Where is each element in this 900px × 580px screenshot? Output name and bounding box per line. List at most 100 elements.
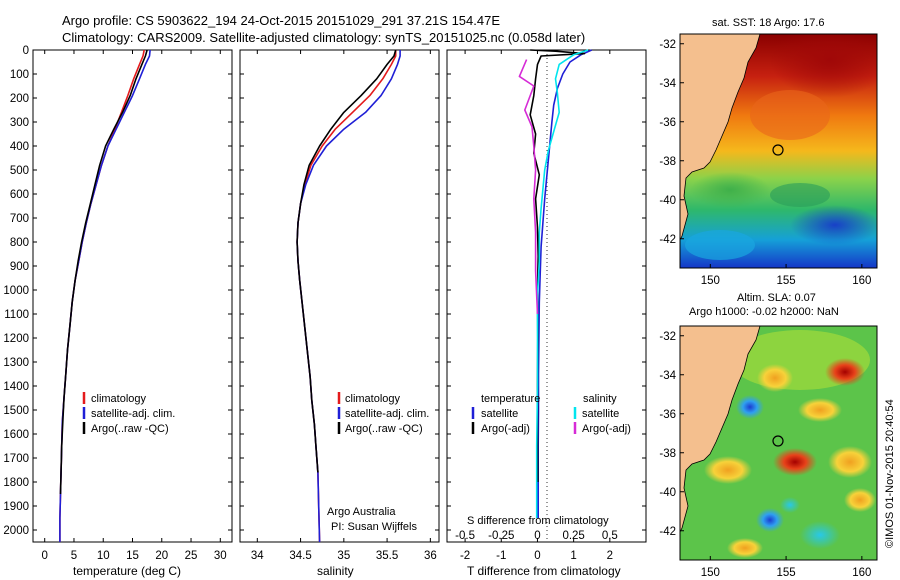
map-y-tick-label: -40: [659, 195, 676, 207]
legend-sal-satellite: satellite: [582, 408, 619, 420]
depth-tick-label: 500: [10, 165, 29, 177]
sla-map-ticks: 150 155 160 -32 -34 -36 -38 -40 -42: [659, 331, 871, 579]
s-diff-tick-label: 0: [534, 530, 540, 542]
s-diff-tick-label: 0.5: [602, 530, 618, 542]
salinity-depth-ticks: [240, 49, 439, 531]
x-tick-label: 25: [185, 550, 198, 562]
map-x-tick-label: 155: [776, 275, 795, 287]
map-x-tick-label: 150: [701, 275, 720, 287]
x-tick-label: 35.5: [376, 550, 398, 562]
map-y-tick-label: -34: [659, 78, 676, 90]
legend-salinity-heading: salinity: [583, 393, 617, 405]
sst-field: [680, 34, 877, 268]
legend-temp-satellite: satellite: [481, 408, 518, 420]
salinity-profiles: [296, 49, 401, 543]
series-line-0: [537, 49, 593, 518]
legend-satellite: satellite-adj. clim.: [345, 408, 429, 420]
difference-panel: -2 -1 0 1 2 T difference from climatology S …: [446, 49, 647, 578]
difference-profiles: [518, 49, 593, 518]
sla-map: Altim. SLA: 0.07 Argo h1000: -0.02 h2000…: [659, 292, 878, 579]
map-x-tick-label: 160: [852, 275, 871, 287]
temperature-xticks: 0 5 10 15 20 25 30: [42, 50, 227, 562]
map-y-tick-label: -38: [659, 156, 676, 168]
map-y-tick-label: -42: [659, 526, 676, 538]
argo-australia-label: Argo Australia: [327, 506, 396, 518]
series-line-1: [296, 50, 401, 543]
sla-field: [680, 326, 877, 560]
temperature-legend: climatology satellite-adj. clim. Argo(..…: [82, 392, 175, 435]
x-tick-label: 5: [71, 550, 77, 562]
pi-label: PI: Susan Wijffels: [331, 521, 417, 533]
depth-tick-label: 200: [10, 93, 29, 105]
depth-tick-label: 400: [10, 141, 29, 153]
depth-tick-label: 1600: [3, 429, 29, 441]
sst-map: sat. SST: 18 Argo: 17.6 150 155 160 -32 -34 -…: [659, 17, 878, 287]
depth-tick-label: 2000: [3, 525, 29, 537]
legend-climatology: climatology: [345, 393, 401, 405]
map-y-tick-label: -38: [659, 448, 676, 460]
depth-tick-label: 900: [10, 261, 29, 273]
map-y-tick-label: -34: [659, 370, 676, 382]
depth-tick-label: 0: [23, 45, 29, 57]
depth-tick-label: 300: [10, 117, 29, 129]
series-line-2: [59, 49, 148, 495]
map-y-tick-label: -36: [659, 409, 676, 421]
s-difference-label: S difference from climatology: [467, 515, 609, 527]
depth-tick-label: 800: [10, 237, 29, 249]
legend-sal-argo: Argo(-adj): [582, 423, 631, 435]
sla-map-frame: [679, 325, 878, 561]
legend-argo: Argo(..raw -QC): [345, 423, 423, 435]
map-x-tick-label: 155: [776, 567, 795, 579]
sst-land: [680, 34, 761, 241]
x-tick-label: 35: [337, 550, 350, 562]
map-y-tick-label: -42: [659, 234, 676, 246]
legend-satellite: satellite-adj. clim.: [91, 408, 175, 420]
map-x-tick-label: 150: [701, 567, 720, 579]
series-line-2: [535, 49, 589, 518]
depth-tick-label: 100: [10, 69, 29, 81]
sla-land: [680, 326, 761, 533]
x-tick-label: 0: [534, 550, 540, 562]
argo-location-marker: [772, 144, 784, 156]
s-diff-tick-label: 0.25: [562, 530, 584, 542]
x-tick-label: 10: [97, 550, 110, 562]
map-x-tick-label: 160: [852, 567, 871, 579]
legend-temperature-heading: temperature: [481, 393, 540, 405]
difference-axes: [446, 49, 647, 543]
depth-ticks: 0 100 200 300 400 500 600 700 800 900 1000 1100 1200…: [3, 45, 232, 537]
sst-map-ticks: 150 155 160 -32 -34 -36 -38 -40 -42: [659, 39, 871, 287]
map-y-tick-label: -36: [659, 117, 676, 129]
t-difference-xlabel: T difference from climatology: [467, 564, 621, 578]
salinity-axes: [239, 49, 440, 543]
depth-tick-label: 600: [10, 189, 29, 201]
series-line-3: [518, 59, 539, 315]
depth-tick-label: 1900: [3, 501, 29, 513]
map-y-tick-label: -32: [659, 39, 676, 51]
x-tick-label: 36: [424, 550, 437, 562]
sla-title-line-1: Altim. SLA: 0.07: [737, 292, 816, 304]
series-line-2: [296, 49, 397, 473]
imos-credit: ©IMOS 01-Nov-2015 20:40:54: [884, 399, 896, 548]
salinity-difference-ticks: -0.5 -0.25 0 0.25 0.5: [455, 530, 618, 542]
depth-tick-label: 1200: [3, 333, 29, 345]
depth-tick-label: 1700: [3, 453, 29, 465]
salinity-panel: 34 34.5 35 35.5 36 salinity climatology sate…: [239, 49, 440, 578]
depth-tick-label: 1000: [3, 285, 29, 297]
map-y-tick-label: -32: [659, 331, 676, 343]
x-tick-label: 20: [155, 550, 168, 562]
s-diff-tick-label: -0.25: [488, 530, 514, 542]
sst-map-frame: [679, 33, 878, 269]
x-tick-label: -1: [496, 550, 506, 562]
argo-location-marker-sla: [772, 435, 784, 447]
salinity-xlabel: salinity: [317, 564, 354, 578]
x-tick-label: 1: [570, 550, 576, 562]
temperature-panel: 0100200300400500600700800900100011001200…: [3, 45, 233, 578]
difference-legend: temperature satellite Argo(-adj) salinit…: [471, 393, 631, 435]
x-tick-label: 0: [42, 550, 48, 562]
temperature-profiles: [59, 49, 151, 542]
x-tick-label: 15: [126, 550, 139, 562]
difference-depth-ticks: [447, 49, 646, 531]
depth-tick-label: 1400: [3, 381, 29, 393]
depth-tick-label: 1100: [4, 309, 29, 321]
